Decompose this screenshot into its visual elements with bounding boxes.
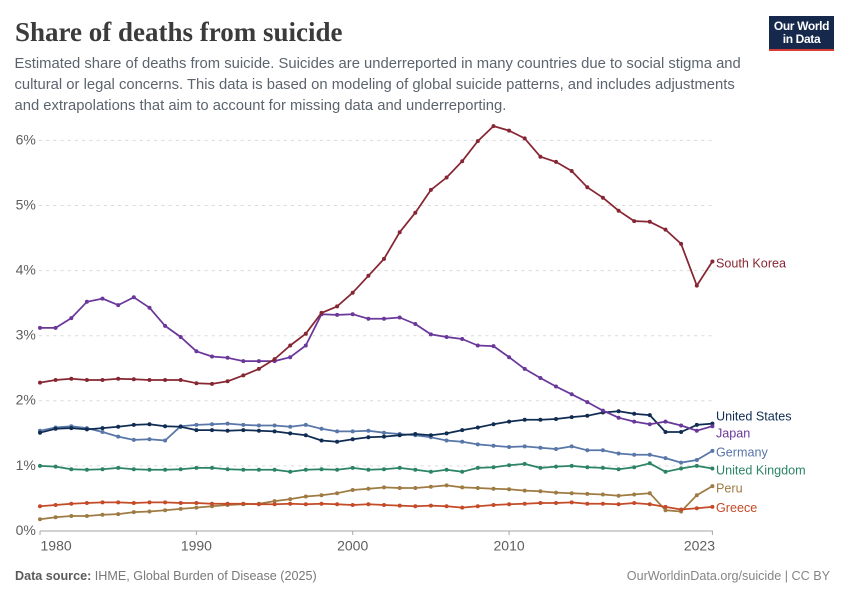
svg-text:2010: 2010 <box>494 538 525 554</box>
svg-text:1990: 1990 <box>181 538 212 554</box>
svg-text:Greece: Greece <box>716 501 757 515</box>
svg-text:0%: 0% <box>16 522 36 538</box>
svg-text:2000: 2000 <box>337 538 368 554</box>
svg-text:1980: 1980 <box>41 538 72 554</box>
svg-text:1%: 1% <box>16 457 36 473</box>
svg-text:2%: 2% <box>16 392 36 408</box>
svg-text:Japan: Japan <box>716 426 750 440</box>
svg-text:Germany: Germany <box>716 446 768 460</box>
svg-text:United Kingdom: United Kingdom <box>716 464 806 478</box>
svg-text:South Korea: South Korea <box>716 257 786 271</box>
svg-text:Peru: Peru <box>716 482 743 496</box>
svg-text:2023: 2023 <box>684 538 715 554</box>
svg-text:3%: 3% <box>16 327 36 343</box>
svg-text:5%: 5% <box>16 196 36 212</box>
svg-text:6%: 6% <box>16 131 36 147</box>
svg-text:United States: United States <box>716 410 792 424</box>
svg-text:4%: 4% <box>16 262 36 278</box>
